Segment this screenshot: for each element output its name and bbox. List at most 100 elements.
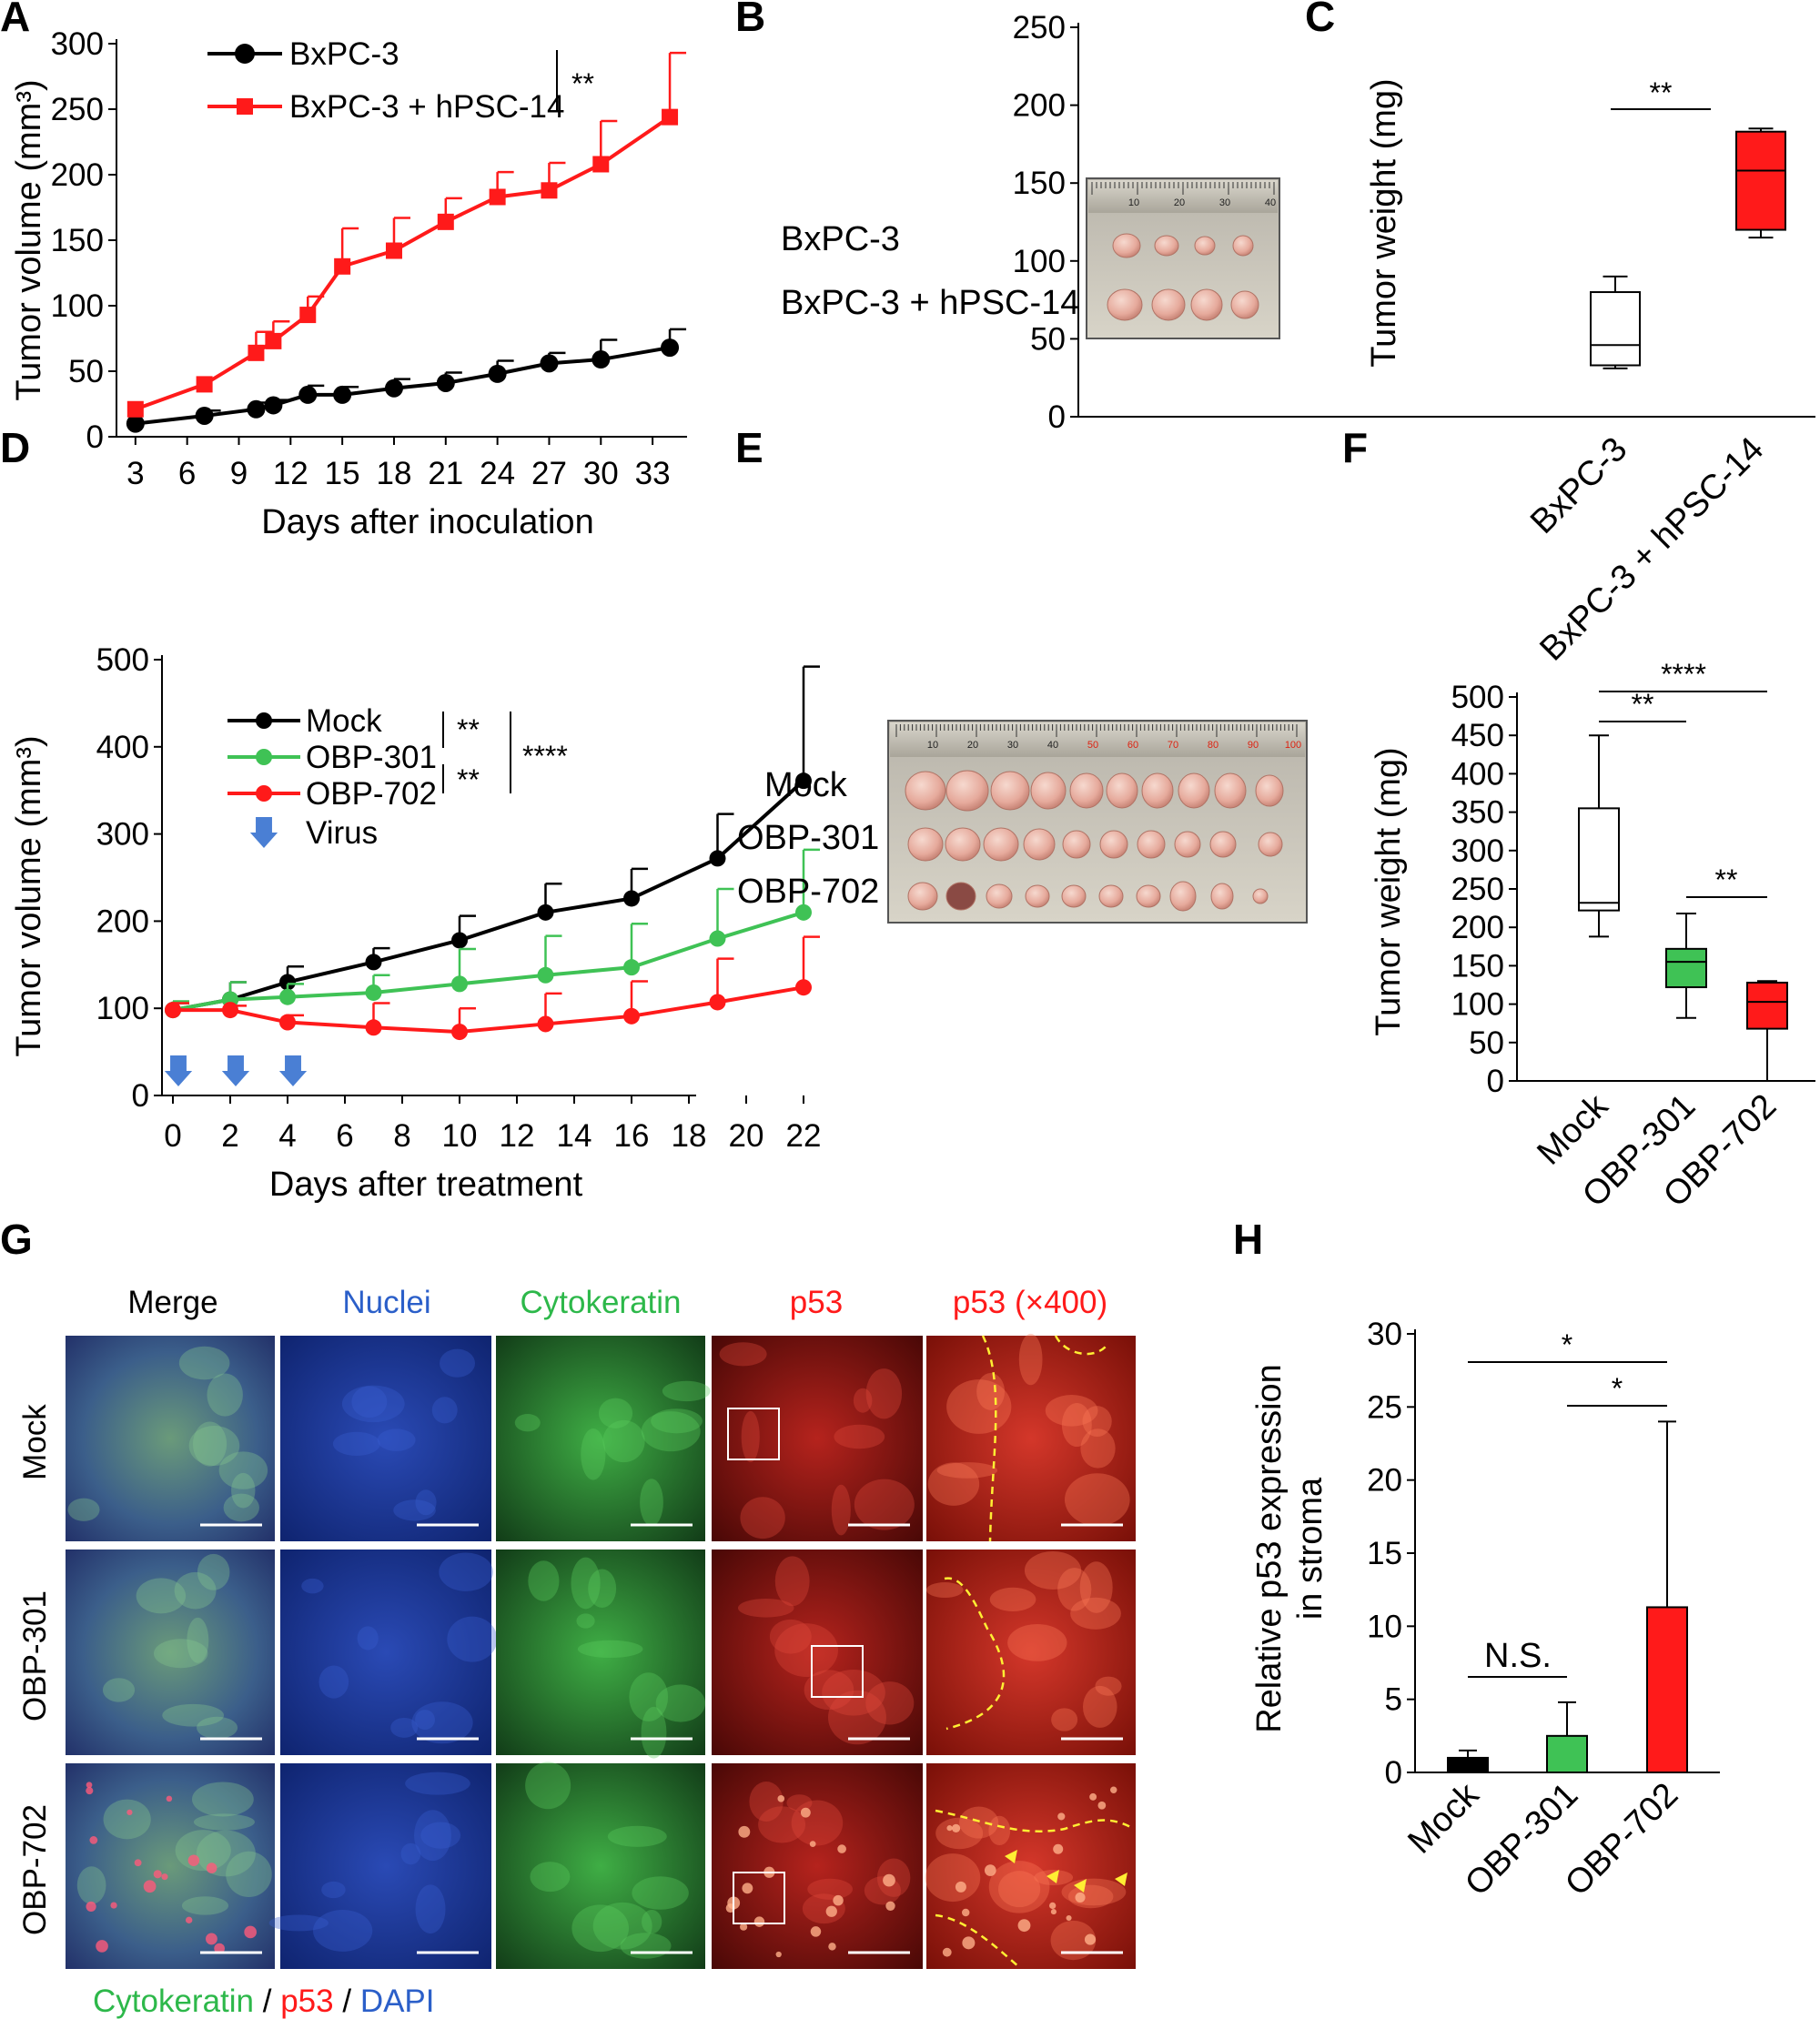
legend-marker <box>256 749 272 765</box>
tumor-specimen <box>1255 774 1284 807</box>
tissue-texture <box>525 1762 571 1810</box>
tissue-texture <box>576 1613 595 1629</box>
tissue-texture <box>988 1815 1011 1846</box>
data-point <box>795 904 812 921</box>
chart-d-tumor-volume-treatment: 0 100 200 300 400 500 0 2 4 6 8 10 12 14 16 18 20 22 Days … <box>10 642 821 1204</box>
tissue-texture <box>377 1428 416 1451</box>
photo-e-row-label: OBP-702 <box>737 873 879 911</box>
stroma-boundary <box>935 1913 1020 1968</box>
tissue-texture <box>420 1822 461 1849</box>
p53-positive-nucleus <box>1110 1786 1117 1793</box>
tumor-specimen <box>905 771 946 811</box>
p53-positive-nucleus <box>161 1873 168 1881</box>
micrograph-tile <box>712 1550 923 1755</box>
y-tick-label: 250 <box>1013 10 1066 45</box>
tissue-texture <box>415 1884 446 1934</box>
series-line-0 <box>172 779 805 1013</box>
tissue-texture <box>1079 1561 1113 1613</box>
x-category-label: BxPC-3 + hPSC-14 <box>1532 430 1771 669</box>
ruler-label: 10 <box>1128 197 1139 208</box>
tumor-specimen <box>1232 235 1254 257</box>
y-tick-label: 150 <box>1013 166 1066 201</box>
significance-label: ** <box>457 713 480 746</box>
tumor-specimen <box>1030 772 1067 810</box>
y-tick-label: 200 <box>1451 910 1504 945</box>
p53-positive-nucleus <box>837 1844 846 1853</box>
tissue-texture <box>1061 1403 1092 1448</box>
data-point <box>795 772 812 790</box>
tissue-texture <box>1051 1708 1078 1731</box>
tissue-texture <box>1024 1550 1082 1590</box>
p53-positive-nucleus <box>205 1933 217 1945</box>
significance-label: ** <box>457 763 480 796</box>
p53-positive-nucleus <box>1057 1812 1066 1821</box>
tissue-texture <box>191 1782 254 1817</box>
photo-e-row-label: Mock <box>764 766 848 804</box>
y-tick-label: 350 <box>1451 795 1504 831</box>
tumor-specimen <box>1099 830 1128 859</box>
tumor-specimen <box>1107 288 1143 321</box>
p53-positive-nucleus <box>961 1908 970 1917</box>
data-point <box>537 904 554 921</box>
data-point <box>537 1015 554 1033</box>
p53-positive-nucleus <box>1075 1892 1086 1903</box>
ruler-label: 30 <box>1007 740 1018 751</box>
tissue-texture <box>1057 1568 1092 1611</box>
y-tick-label: 150 <box>51 223 104 258</box>
p53-positive-nucleus <box>206 1863 217 1873</box>
micro-column-header: Cytokeratin <box>520 1285 681 1320</box>
legend-label: BxPC-3 <box>289 36 399 72</box>
x-tick-label: 14 <box>557 1118 592 1154</box>
arrowhead-icon <box>1005 1850 1017 1863</box>
x-tick-label: 9 <box>230 456 248 491</box>
micrograph-tile <box>280 1336 491 1541</box>
y-tick-label: 50 <box>1030 321 1066 357</box>
tissue-texture <box>925 1853 981 1903</box>
tissue-texture <box>997 1871 1041 1908</box>
tissue-texture <box>440 1348 476 1378</box>
legend-cytokeratin: Cytokeratin <box>93 1984 254 2019</box>
p53-positive-nucleus <box>833 1894 844 1906</box>
data-point <box>592 350 611 369</box>
data-point <box>247 399 266 419</box>
tissue-texture <box>642 1910 662 1934</box>
tissue-texture <box>827 1690 886 1745</box>
data-point <box>661 338 680 358</box>
tissue-texture <box>188 1425 240 1466</box>
tissue-texture <box>178 1346 230 1380</box>
y-tick-label: 0 <box>86 419 104 455</box>
ruler-label: 20 <box>967 740 978 751</box>
tumor-specimen <box>1252 888 1269 904</box>
data-point <box>537 966 554 984</box>
tissue-texture <box>989 1587 1036 1611</box>
data-point <box>623 959 640 976</box>
tissue-texture <box>831 1484 851 1536</box>
data-point <box>279 988 296 1005</box>
ruler-label: 50 <box>1087 740 1098 751</box>
y-tick-label: 250 <box>1451 872 1504 907</box>
ruler-label: 40 <box>1047 740 1058 751</box>
micrograph-tile <box>280 1763 491 1969</box>
p53-positive-nucleus <box>153 1870 162 1879</box>
tissue-texture <box>641 1411 701 1452</box>
micro-column-header: Merge <box>127 1285 217 1320</box>
tissue-texture <box>959 1806 999 1839</box>
tissue-texture <box>865 1368 903 1419</box>
tissue-texture <box>1082 1685 1117 1728</box>
x-tick-label: 0 <box>164 1118 181 1154</box>
data-point <box>298 385 318 404</box>
x-tick-label: 33 <box>635 456 671 491</box>
micro-legend: Cytokeratin / p53 / DAPI <box>93 1984 435 2019</box>
tumor-specimen <box>1106 772 1138 809</box>
tumor-specimen <box>983 827 1019 862</box>
legend-label: BxPC-3 + hPSC-14 <box>289 89 565 125</box>
y-axis-title: Tumor weight (mg) <box>1370 747 1408 1035</box>
tissue-texture <box>807 1878 853 1900</box>
tissue-texture <box>719 1342 767 1367</box>
tumor-specimen <box>1062 830 1091 859</box>
inset-box <box>727 1408 780 1460</box>
data-point <box>541 182 558 199</box>
micrograph-tile <box>496 1550 705 1755</box>
data-point <box>488 364 507 383</box>
significance-label: ** <box>571 67 594 100</box>
